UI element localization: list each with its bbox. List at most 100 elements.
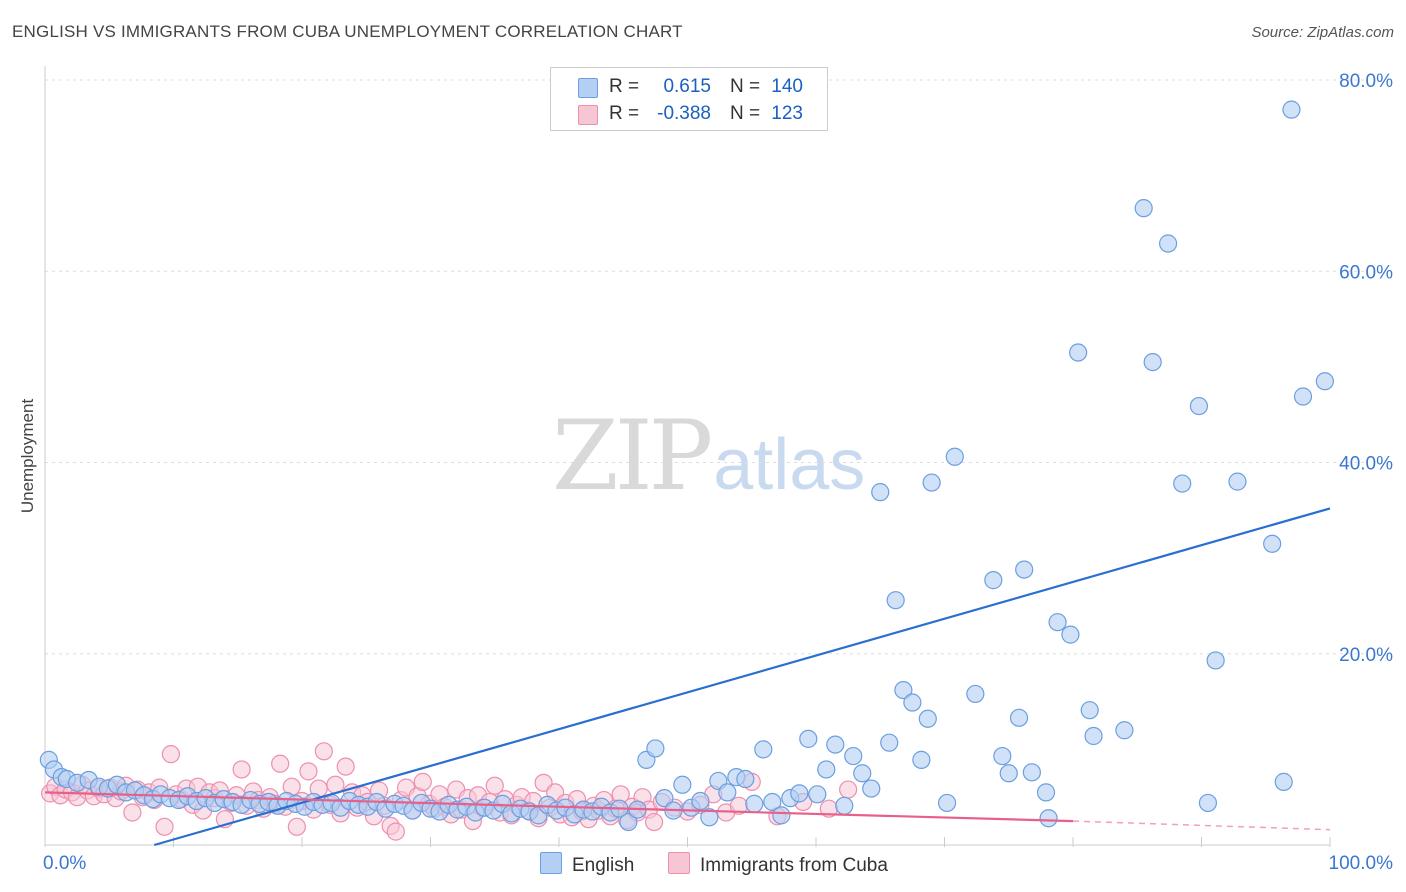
english-point <box>736 769 755 789</box>
english-point <box>894 680 913 700</box>
chart-title: ENGLISH VS IMMIGRANTS FROM CUBA UNEMPLOY… <box>12 22 683 41</box>
x-tick-label: 0.0% <box>43 853 86 874</box>
english-point <box>826 735 845 754</box>
cuba-point <box>336 757 355 776</box>
cuba-point <box>287 817 306 836</box>
english-point <box>1263 534 1282 553</box>
y-tick-label: 60.0% <box>1339 262 1393 283</box>
english-point <box>1080 701 1099 720</box>
legend-english: English <box>540 852 634 877</box>
english-point <box>799 729 818 748</box>
cuba-trend-line <box>44 791 1074 823</box>
english-point <box>1282 100 1301 119</box>
english-point <box>763 792 782 812</box>
english-point <box>984 571 1003 590</box>
english-point <box>1048 613 1067 632</box>
english-point <box>1134 199 1153 218</box>
english-point <box>619 812 638 832</box>
english-point <box>862 779 881 798</box>
english-point <box>673 775 692 794</box>
n-value: 140 <box>771 76 803 97</box>
cuba-point <box>232 760 251 779</box>
english-point <box>903 693 922 712</box>
legend-cuba-swatch <box>668 852 690 874</box>
english-point <box>1293 387 1313 406</box>
english-point <box>835 796 854 815</box>
english-point <box>1158 234 1178 253</box>
english-point <box>937 793 957 813</box>
english-point <box>966 684 985 704</box>
english-point <box>745 794 764 813</box>
english-point <box>993 746 1012 766</box>
english-point <box>1039 809 1058 828</box>
axes <box>44 66 1331 847</box>
english-point <box>918 709 937 728</box>
english-point <box>880 733 899 752</box>
legend-cuba-label: Immigrants from Cuba <box>700 855 888 876</box>
english-point <box>1009 708 1029 727</box>
english-point <box>1022 763 1041 782</box>
stats-row-cuba: R = -0.388 N = 123 <box>551 101 827 129</box>
english-point <box>700 808 719 827</box>
source-label: Source: ZipAtlas.com <box>1251 24 1394 41</box>
stats-box: R = 0.615 N = 140 R = -0.388 N = 123 <box>550 67 828 131</box>
english-trend-line <box>153 507 1331 847</box>
english-point <box>718 783 737 802</box>
english-point <box>999 764 1018 783</box>
cuba-point <box>644 812 664 832</box>
legend-english-swatch <box>540 852 562 874</box>
cuba-trend-extension <box>1072 820 1331 831</box>
english-point <box>1015 560 1034 579</box>
english-point <box>886 591 905 610</box>
english-point <box>1061 625 1080 644</box>
cuba-point <box>123 803 142 822</box>
english-point <box>912 750 931 769</box>
grid-lines <box>45 79 1365 655</box>
stats-row-english: R = 0.615 N = 140 <box>551 74 827 102</box>
r-value: -0.388 <box>657 103 711 124</box>
n-label: N = <box>730 103 761 124</box>
n-value: 123 <box>771 103 803 124</box>
cuba-swatch <box>578 105 598 125</box>
cuba-point <box>271 754 290 773</box>
english-point <box>1143 352 1162 372</box>
y-tick-label: 40.0% <box>1339 454 1393 475</box>
english-point <box>1036 783 1056 802</box>
legend-english-label: English <box>572 855 635 876</box>
english-point <box>871 483 890 502</box>
english-point <box>1228 472 1247 491</box>
trend-lines <box>44 507 1331 847</box>
legend-cuba: Immigrants from Cuba <box>668 852 888 877</box>
cuba-point <box>161 745 181 764</box>
watermark: ZIPatlas <box>552 400 865 512</box>
cuba-point <box>299 762 318 781</box>
r-value: 0.615 <box>663 76 711 97</box>
english-series <box>39 100 1334 832</box>
watermark-atlas: atlas <box>713 425 866 505</box>
watermark-zip: ZIP <box>552 400 713 512</box>
cuba-point <box>839 780 858 799</box>
english-point <box>1206 651 1225 670</box>
cuba-point <box>485 776 504 795</box>
cuba-point <box>155 817 174 836</box>
x-tick-label: 100.0% <box>1329 853 1394 874</box>
english-point <box>772 806 791 825</box>
english-point <box>1115 721 1134 740</box>
english-point <box>1084 726 1103 746</box>
english-point <box>754 740 773 759</box>
english-point <box>1274 772 1293 791</box>
y-tick-label: 20.0% <box>1339 645 1393 666</box>
english-point <box>1198 793 1218 813</box>
r-label: R = <box>609 103 640 124</box>
english-point <box>844 746 863 766</box>
english-point <box>945 447 964 466</box>
english-point <box>1189 396 1209 416</box>
english-point <box>646 739 665 758</box>
y-tick-label: 80.0% <box>1339 71 1393 92</box>
cuba-point <box>314 742 333 761</box>
english-point <box>1315 372 1334 391</box>
english-point <box>1173 474 1192 493</box>
r-label: R = <box>609 76 640 97</box>
english-point <box>853 764 872 783</box>
english-swatch <box>578 78 598 98</box>
